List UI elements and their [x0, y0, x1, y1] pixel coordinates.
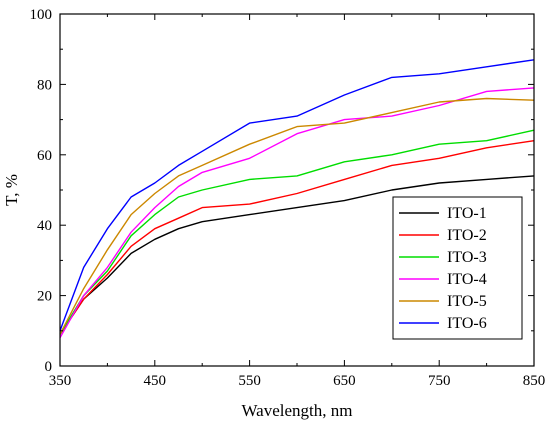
x-tick-label: 650: [333, 373, 356, 389]
y-tick-label: 80: [37, 77, 52, 93]
x-tick-label: 550: [238, 373, 261, 389]
y-tick-label: 100: [30, 7, 53, 23]
legend-label-ito-3: ITO-3: [447, 249, 487, 266]
series-line-ito-6: [59, 59, 535, 332]
legend-label-ito-6: ITO-6: [447, 315, 487, 332]
y-tick-label: 60: [37, 148, 52, 164]
legend-label-ito-4: ITO-4: [447, 271, 487, 288]
axes: 350 450 550 650 750 850 0 20 40 60 80 100: [30, 7, 546, 389]
series-line-ito-3: [59, 129, 535, 335]
x-tick-label: 750: [428, 373, 451, 389]
legend: ITO-1 ITO-2 ITO-3 ITO-4 ITO-5 ITO-6: [392, 196, 523, 340]
series-line-ito-5: [59, 97, 535, 335]
y-tick-label: 0: [45, 359, 53, 375]
y-tick-label: 40: [37, 218, 52, 234]
x-tick-label: 450: [144, 373, 167, 389]
legend-label-ito-5: ITO-5: [447, 293, 487, 310]
y-axis-label: T, %: [2, 174, 21, 206]
series-line-ito-1: [59, 175, 535, 335]
y-tick-label: 20: [37, 289, 52, 305]
series-line-ito-2: [59, 140, 535, 335]
series-line-ito-4: [59, 87, 535, 339]
legend-box: [392, 196, 523, 340]
x-tick-label: 350: [49, 373, 72, 389]
legend-label-ito-2: ITO-2: [447, 227, 487, 244]
x-tick-label: 850: [523, 373, 546, 389]
plot-area: [59, 59, 535, 339]
x-axis-label: Wavelength, nm: [242, 401, 353, 420]
legend-label-ito-1: ITO-1: [447, 205, 487, 222]
